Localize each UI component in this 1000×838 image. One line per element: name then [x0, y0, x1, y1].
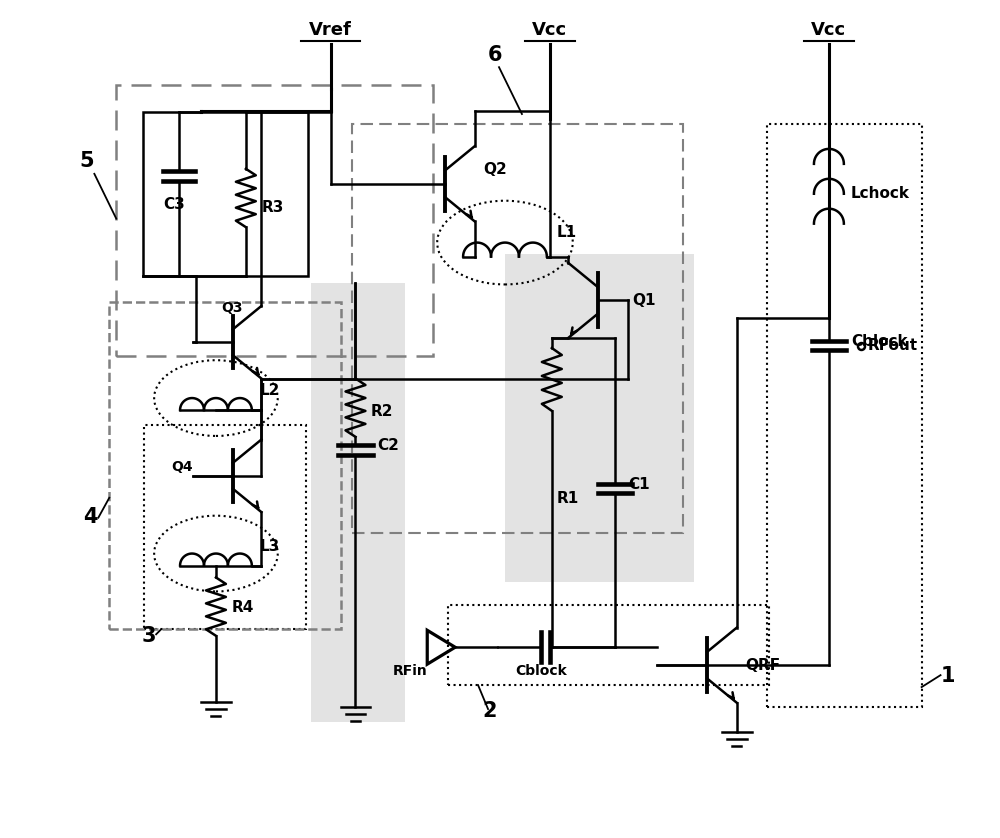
Polygon shape: [427, 630, 455, 665]
Bar: [116, 85, 433, 356]
Text: Q3: Q3: [221, 302, 242, 315]
Text: Q4: Q4: [171, 460, 193, 473]
Text: R3: R3: [262, 199, 284, 215]
Text: Vcc: Vcc: [532, 21, 567, 39]
Text: 5: 5: [79, 151, 94, 171]
Text: Vref: Vref: [309, 21, 352, 39]
Text: L3: L3: [260, 539, 280, 554]
Text: Q2: Q2: [483, 162, 507, 177]
Text: C3: C3: [163, 197, 185, 212]
Bar: [352, 124, 683, 533]
Text: Lchock: Lchock: [851, 186, 910, 201]
Bar: [448, 605, 769, 685]
Bar: [143, 112, 308, 277]
Text: 6: 6: [488, 45, 503, 65]
Bar: [767, 124, 922, 707]
Text: QRF: QRF: [745, 658, 780, 673]
Text: R1: R1: [557, 490, 579, 505]
Text: Cblock: Cblock: [515, 665, 567, 678]
Text: Vcc: Vcc: [811, 21, 846, 39]
Text: R4: R4: [232, 600, 254, 615]
Text: Cblock: Cblock: [851, 334, 907, 349]
Text: Q1: Q1: [633, 293, 656, 308]
Bar: [311, 283, 405, 722]
Text: C1: C1: [629, 477, 650, 492]
Text: 3: 3: [141, 626, 156, 646]
Bar: [109, 303, 341, 629]
Text: R2: R2: [370, 405, 393, 419]
Text: RFin: RFin: [393, 665, 428, 678]
Text: 1: 1: [941, 666, 955, 686]
Text: 4: 4: [83, 507, 98, 526]
Bar: [505, 254, 694, 582]
Text: C2: C2: [377, 437, 399, 453]
Text: L1: L1: [557, 225, 577, 240]
Text: L2: L2: [260, 383, 280, 398]
Text: RFout: RFout: [868, 339, 918, 354]
Bar: [144, 425, 306, 629]
Text: 2: 2: [482, 701, 497, 721]
